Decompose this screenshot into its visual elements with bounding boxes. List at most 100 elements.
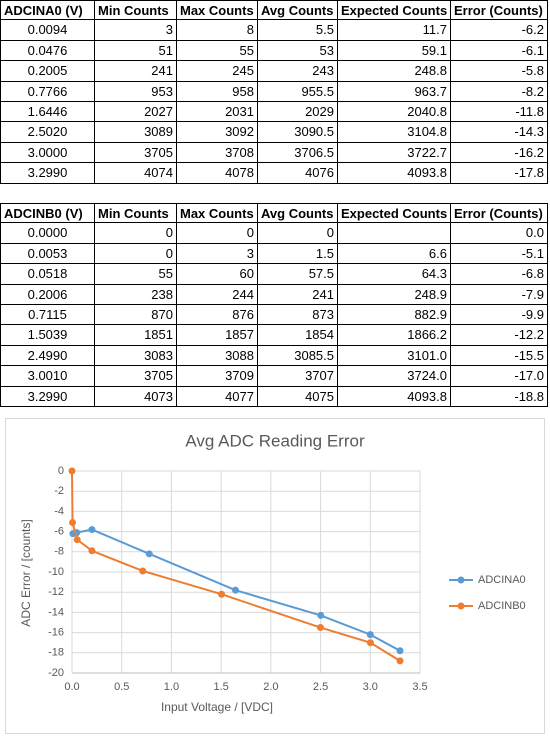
table-cell: 248.9 <box>338 284 451 305</box>
table-cell: -12.2 <box>451 325 548 346</box>
table-cell: 6.6 <box>338 243 451 265</box>
data-point <box>68 467 76 475</box>
table-cell: 3722.7 <box>338 142 451 164</box>
table-cell: 238 <box>95 284 177 305</box>
table-cell: 0 <box>177 223 258 244</box>
legend-marker <box>457 602 465 610</box>
header-cell: Min Counts <box>95 0 177 21</box>
table-cell: 2.4990 <box>0 345 95 367</box>
data-point <box>366 639 374 647</box>
x-tick-label: 3.5 <box>412 681 427 693</box>
table-cell: 963.7 <box>338 81 451 102</box>
data-point <box>218 590 226 598</box>
header-cell: ADCINA0 (V) <box>0 0 95 21</box>
table-cell <box>338 223 451 244</box>
table-cell: 4076 <box>258 163 338 184</box>
table-cell: 2027 <box>95 102 177 123</box>
y-axis-label: ADC Error / [counts] <box>19 519 33 626</box>
table-cell: 3705 <box>95 142 177 164</box>
table-cell: 2029 <box>258 102 338 123</box>
data-point <box>317 611 325 619</box>
table-cell: 3083 <box>95 345 177 367</box>
header-cell: Error (Counts) <box>451 0 548 21</box>
table-cell: -15.5 <box>451 345 548 367</box>
table-cell: 55 <box>95 264 177 285</box>
table-cell: -17.0 <box>451 366 548 387</box>
table-cell: 3709 <box>177 366 258 387</box>
table-cell: 0 <box>258 223 338 244</box>
x-tick-label: 0.5 <box>114 681 129 693</box>
x-axis-label: Input Voltage / [VDC] <box>161 700 273 714</box>
header-cell: Error (Counts) <box>451 203 548 224</box>
table-cell: 3.2990 <box>0 163 95 184</box>
data-point <box>396 647 404 655</box>
table-cell: 4093.8 <box>338 163 451 184</box>
y-tick-label: -18 <box>48 647 64 659</box>
table-cell: 2031 <box>177 102 258 123</box>
table-cell: 55 <box>177 40 258 62</box>
table-cell: 3705 <box>95 366 177 387</box>
x-tick-label: 1.0 <box>164 681 179 693</box>
table-cell: 876 <box>177 305 258 326</box>
table-cell: 1857 <box>177 325 258 346</box>
table-cell: 3088 <box>177 345 258 367</box>
table-cell: 1.5039 <box>0 325 95 346</box>
table-cell: 244 <box>177 284 258 305</box>
table-cell: 245 <box>177 61 258 82</box>
data-point <box>145 550 153 558</box>
table-cell: -16.2 <box>451 142 548 164</box>
y-tick-label: -12 <box>48 586 64 598</box>
x-tick-label: 1.5 <box>213 681 228 693</box>
table-cell: 8 <box>177 20 258 41</box>
table-cell: 3 <box>177 243 258 265</box>
data-point <box>88 547 96 555</box>
table-cell: -6.2 <box>451 20 548 41</box>
table-cell: 60 <box>177 264 258 285</box>
header-cell: Expected Counts <box>338 203 451 224</box>
table-cell: -18.8 <box>451 386 548 407</box>
data-point <box>88 526 96 534</box>
table-cell: 1.6446 <box>0 102 95 123</box>
table-cell: 53 <box>258 40 338 62</box>
table-cell: 3089 <box>95 122 177 143</box>
table-cell: 3708 <box>177 142 258 164</box>
legend-label: ADCINB0 <box>478 600 526 612</box>
table-cell: 0 <box>95 223 177 244</box>
table-cell: 3.0010 <box>0 366 95 387</box>
table-cell: 882.9 <box>338 305 451 326</box>
table-cell: 0.2005 <box>0 61 95 82</box>
table-cell: -8.2 <box>451 81 548 102</box>
table-cell: 5.5 <box>258 20 338 41</box>
table-cell: 958 <box>177 81 258 102</box>
table-cell: 4074 <box>95 163 177 184</box>
table-cell: 955.5 <box>258 81 338 102</box>
table-cell: 4073 <box>95 386 177 407</box>
data-point <box>73 536 81 544</box>
x-tick-label: 2.0 <box>263 681 278 693</box>
table-cell: 1854 <box>258 325 338 346</box>
table-cell: -6.8 <box>451 264 548 285</box>
header-cell: Avg Counts <box>258 0 338 21</box>
table-cell: 3707 <box>258 366 338 387</box>
data-point <box>366 631 374 639</box>
table-cell: 0.7766 <box>0 81 95 102</box>
legend-marker <box>457 576 465 584</box>
table-cell: -5.8 <box>451 61 548 82</box>
table-cell: 3092 <box>177 122 258 143</box>
x-tick-label: 3.0 <box>363 681 378 693</box>
y-tick-label: -6 <box>54 526 64 538</box>
table-cell: 3090.5 <box>258 122 338 143</box>
table-cell: 3706.5 <box>258 142 338 164</box>
table-cell: 51 <box>95 40 177 62</box>
legend-label: ADCINA0 <box>478 574 526 586</box>
table-cell: 0.0094 <box>0 20 95 41</box>
data-point <box>69 519 77 527</box>
table-cell: 0.0000 <box>0 223 95 244</box>
table-cell: 59.1 <box>338 40 451 62</box>
table-cell: 0.2006 <box>0 284 95 305</box>
table-cell: 3.2990 <box>0 386 95 407</box>
table-cell: 248.8 <box>338 61 451 82</box>
x-tick-label: 0.0 <box>64 681 79 693</box>
table-cell: 2.5020 <box>0 122 95 143</box>
